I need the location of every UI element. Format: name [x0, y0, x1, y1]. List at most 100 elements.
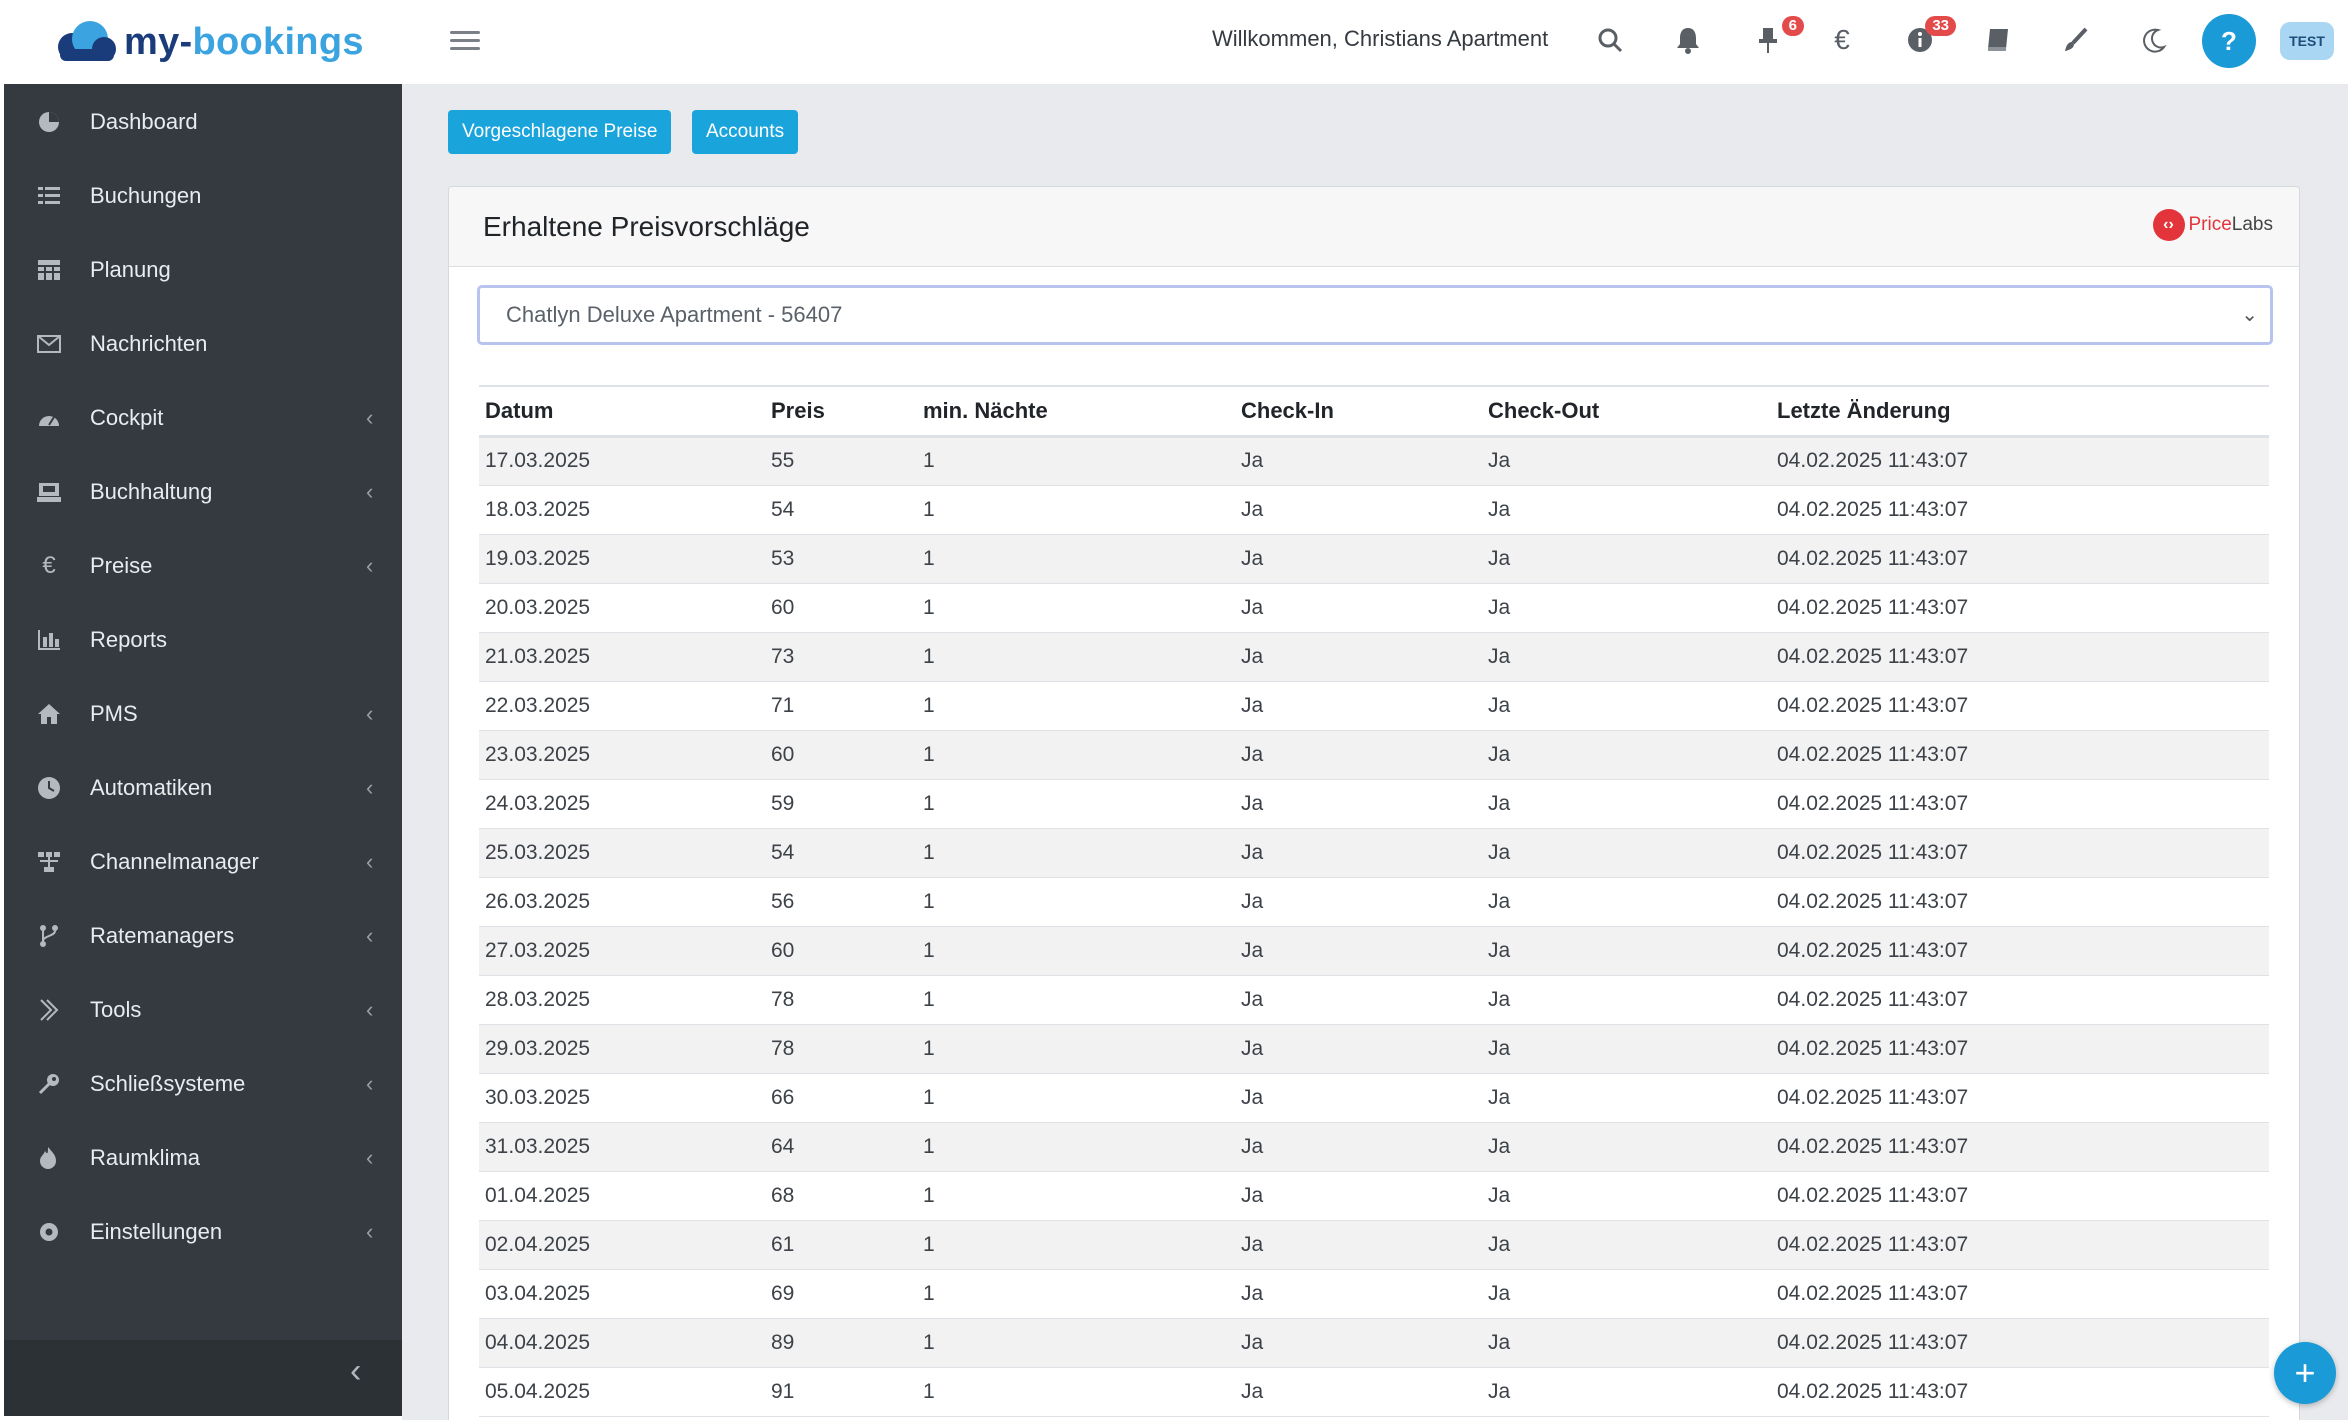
table-cell: Ja: [1241, 926, 1488, 976]
menu-toggle-icon[interactable]: [450, 26, 480, 56]
cash-register-icon: [32, 475, 66, 509]
sidebar-item-schliesssysteme[interactable]: Schließsysteme ‹: [4, 1054, 402, 1114]
brand-logo-link[interactable]: my-bookings: [50, 14, 364, 70]
table-row: 18.03.2025 54 1 Ja Ja 04.02.2025 11:43:07: [479, 485, 2269, 535]
table-cell: Ja: [1241, 534, 1488, 584]
table-cell: 1: [923, 583, 1241, 633]
table-cell: Ja: [1488, 1024, 1777, 1074]
table-cell: 27.03.2025: [479, 926, 771, 976]
table-cell: Ja: [1488, 926, 1777, 976]
sidebar-item-reports[interactable]: Reports: [4, 610, 402, 670]
table-cell: Ja: [1488, 975, 1777, 1025]
sidebar-item-dashboard[interactable]: Dashboard: [4, 92, 402, 152]
sidebar-item-buchungen[interactable]: Buchungen: [4, 166, 402, 226]
table-cell: 30.03.2025: [479, 1073, 771, 1123]
sidebar-item-label: Planung: [90, 257, 171, 282]
table-cell: 54: [771, 485, 923, 535]
sidebar-item-label: Schließsysteme: [90, 1071, 246, 1096]
search-icon[interactable]: [1590, 20, 1630, 60]
card-header: Erhaltene Preisvorschläge ‹› PriceLabs: [449, 187, 2299, 267]
sidebar-item-automatiken[interactable]: Automatiken ‹: [4, 758, 402, 818]
table-row: 27.03.2025 60 1 Ja Ja 04.02.2025 11:43:07: [479, 926, 2269, 976]
sidebar-item-ratemanagers[interactable]: Ratemanagers ‹: [4, 906, 402, 966]
sidebar-item-label: Nachrichten: [90, 331, 208, 356]
add-button[interactable]: +: [2274, 1342, 2336, 1404]
table-cell: 1: [923, 1367, 1241, 1417]
table-cell: 04.02.2025 11:43:07: [1777, 779, 2269, 829]
book-icon[interactable]: [1978, 20, 2018, 60]
table-cell: 1: [923, 877, 1241, 927]
table-cell: 1: [923, 1122, 1241, 1172]
cloud-logo-icon: [58, 21, 116, 61]
chevron-left-icon: ‹: [366, 701, 374, 726]
suggested-prices-button[interactable]: Vorgeschlagene Preise: [448, 110, 672, 154]
notification-badge: 33: [1925, 16, 1956, 36]
property-select-value: Chatlyn Deluxe Apartment - 56407: [506, 302, 843, 327]
table-cell: 04.02.2025 11:43:07: [1777, 1269, 2269, 1319]
table-row: 17.03.2025 55 1 Ja Ja 04.02.2025 11:43:07: [479, 436, 2269, 486]
envelope-icon: [32, 327, 66, 361]
table-row: 24.03.2025 59 1 Ja Ja 04.02.2025 11:43:07: [479, 779, 2269, 829]
pricelabs-icon: ‹›: [2152, 209, 2185, 241]
price-suggestions-card: Erhaltene Preisvorschläge ‹› PriceLabs C…: [448, 186, 2300, 1420]
table-cell: 61: [771, 1220, 923, 1270]
accounts-button[interactable]: Accounts: [692, 110, 799, 154]
sidebar-item-cockpit[interactable]: Cockpit ‹: [4, 388, 402, 448]
sidebar-item-label: Automatiken: [90, 775, 213, 800]
table-cell: 04.02.2025 11:43:07: [1777, 1122, 2269, 1172]
chevron-left-icon: ‹: [366, 923, 374, 948]
table-cell: 1: [923, 828, 1241, 878]
moon-icon[interactable]: [2134, 20, 2174, 60]
table-cell: 29.03.2025: [479, 1024, 771, 1074]
euro-icon[interactable]: €: [1834, 24, 1850, 55]
sidebar-item-raumklima[interactable]: Raumklima ‹: [4, 1128, 402, 1188]
flame-icon: [32, 1141, 66, 1175]
list-icon: [32, 179, 66, 213]
help-button[interactable]: ?: [2202, 14, 2256, 68]
sidebar-item-channelmanager[interactable]: Channelmanager ‹: [4, 832, 402, 892]
sidebar-item-pms[interactable]: PMS ‹: [4, 684, 402, 744]
table-row: 20.03.2025 60 1 Ja Ja 04.02.2025 11:43:07: [479, 583, 2269, 633]
table-cell: 31.03.2025: [479, 1122, 771, 1172]
table-row: 05.04.2025 91 1 Ja Ja 04.02.2025 11:43:07: [479, 1367, 2269, 1417]
sidebar-item-label: Einstellungen: [90, 1219, 223, 1244]
chevron-down-icon: ⌄: [2241, 304, 2258, 326]
avatar[interactable]: TEST: [2280, 22, 2334, 60]
sidebar-item-tools[interactable]: Tools ‹: [4, 980, 402, 1040]
table-cell: 55: [771, 436, 923, 486]
pin-icon[interactable]: 6: [1748, 16, 1804, 60]
table-cell: 54: [771, 828, 923, 878]
table-cell: Ja: [1241, 1318, 1488, 1368]
table-row: 21.03.2025 73 1 Ja Ja 04.02.2025 11:43:07: [479, 632, 2269, 682]
table-cell: Ja: [1488, 436, 1777, 486]
table-cell: 59: [771, 779, 923, 829]
table-header-row: Datum Preis min. Nächte Check-In Check-O…: [479, 385, 2269, 438]
table-cell: Ja: [1488, 877, 1777, 927]
table-cell: Ja: [1241, 436, 1488, 486]
sidebar-item-planung[interactable]: Planung: [4, 240, 402, 300]
info-icon[interactable]: 33: [1900, 16, 1956, 60]
table-row: 03.04.2025 69 1 Ja Ja 04.02.2025 11:43:07: [479, 1269, 2269, 1319]
bell-icon[interactable]: [1668, 20, 1708, 60]
table-cell: 64: [771, 1122, 923, 1172]
table-row: 30.03.2025 66 1 Ja Ja 04.02.2025 11:43:07: [479, 1073, 2269, 1123]
chevron-left-icon: ‹: [366, 553, 374, 578]
table-row: 23.03.2025 60 1 Ja Ja 04.02.2025 11:43:07: [479, 730, 2269, 780]
brush-icon[interactable]: [2056, 20, 2096, 60]
table-cell: Ja: [1241, 877, 1488, 927]
table-row: 28.03.2025 78 1 Ja Ja 04.02.2025 11:43:07: [479, 975, 2269, 1025]
table-cell: 60: [771, 730, 923, 780]
property-select[interactable]: Chatlyn Deluxe Apartment - 56407 ⌄: [477, 285, 2273, 345]
table-cell: Ja: [1488, 1367, 1777, 1417]
sidebar-item-buchhaltung[interactable]: Buchhaltung ‹: [4, 462, 402, 522]
table-cell: 04.02.2025 11:43:07: [1777, 1367, 2269, 1417]
table-cell: 73: [771, 632, 923, 682]
table-row: 31.03.2025 64 1 Ja Ja 04.02.2025 11:43:07: [479, 1122, 2269, 1172]
sidebar-item-einstellungen[interactable]: Einstellungen ‹: [4, 1202, 402, 1262]
chevron-left-icon[interactable]: ‹: [350, 1352, 362, 1390]
key-icon: [32, 1067, 66, 1101]
sidebar-item-nachrichten[interactable]: Nachrichten: [4, 314, 402, 374]
table-cell: Ja: [1241, 583, 1488, 633]
sidebar-item-label: Raumklima: [90, 1145, 201, 1170]
sidebar-item-preise[interactable]: € Preise ‹: [4, 536, 402, 596]
